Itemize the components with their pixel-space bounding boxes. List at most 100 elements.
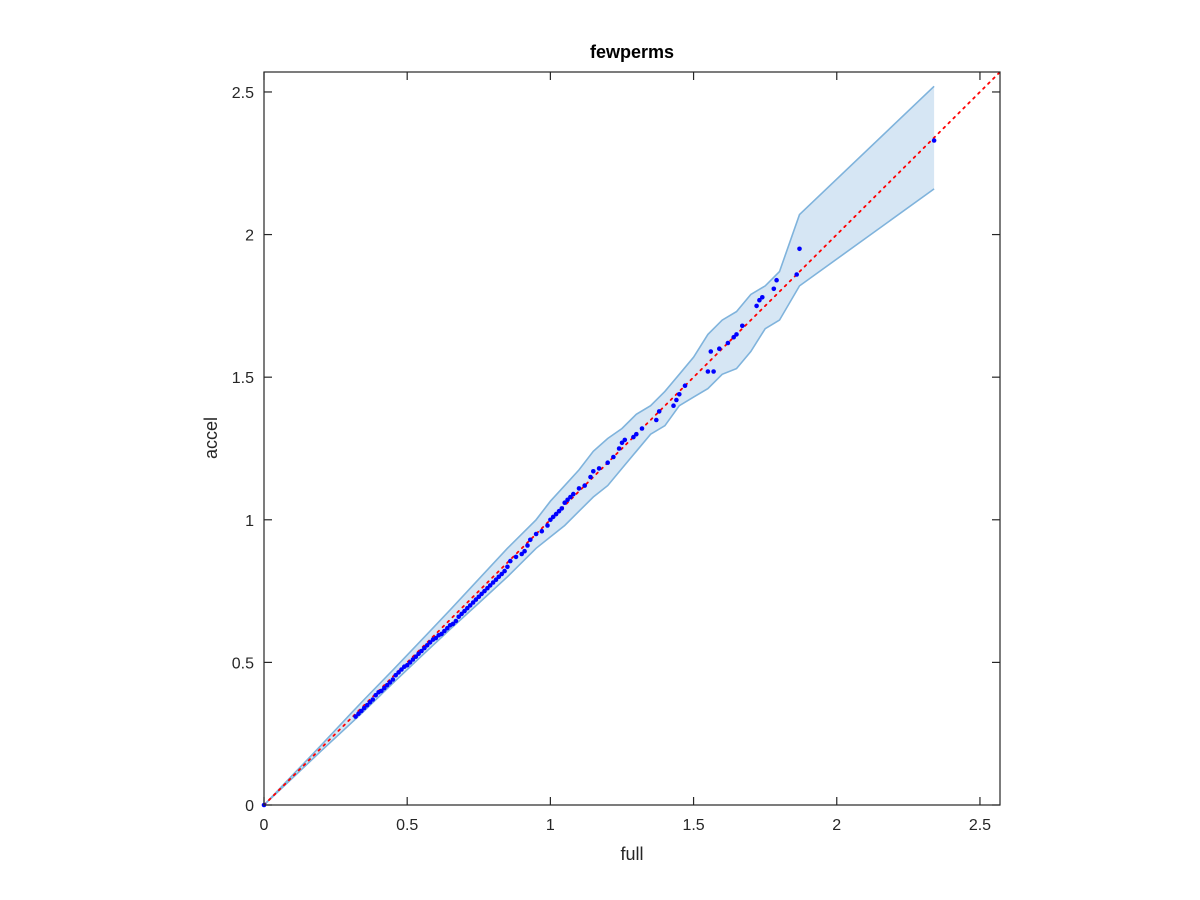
- data-point: [359, 708, 364, 714]
- data-point: [605, 460, 610, 466]
- data-point: [622, 437, 628, 443]
- data-point: [445, 625, 450, 631]
- y-tick-label: 0: [245, 798, 254, 815]
- data-point: [525, 543, 530, 548]
- data-point: [616, 446, 622, 451]
- y-tick-label: 2.5: [232, 85, 254, 102]
- data-point: [794, 272, 799, 277]
- data-point: [576, 486, 582, 491]
- data-point: [708, 349, 714, 354]
- data-point: [654, 417, 659, 423]
- data-point: [479, 591, 484, 597]
- x-tick-label: 2.5: [969, 817, 991, 834]
- data-point: [717, 346, 722, 352]
- data-point: [519, 551, 524, 557]
- data-point: [639, 426, 645, 431]
- data-point: [731, 334, 736, 340]
- data-point: [565, 497, 570, 503]
- data-point: [548, 517, 553, 523]
- data-point: [931, 138, 937, 143]
- data-point: [373, 692, 379, 698]
- data-point: [502, 568, 507, 574]
- data-point: [482, 588, 487, 594]
- data-point: [453, 618, 459, 624]
- data-point: [513, 554, 519, 560]
- data-point: [656, 409, 662, 414]
- data-point: [505, 564, 510, 570]
- data-point: [370, 697, 376, 702]
- data-point: [367, 700, 373, 705]
- data-point: [456, 614, 462, 620]
- data-point: [393, 672, 399, 678]
- x-tick-label: 2: [832, 817, 841, 834]
- x-tick-label: 0.5: [396, 817, 418, 834]
- data-point: [467, 603, 473, 608]
- data-point: [757, 297, 762, 303]
- data-point: [725, 340, 731, 346]
- data-point: [379, 688, 384, 694]
- data-point: [353, 714, 358, 719]
- data-point: [682, 383, 688, 389]
- data-point: [416, 651, 421, 657]
- data-point: [528, 537, 533, 543]
- data-point: [462, 608, 467, 614]
- data-point: [671, 403, 676, 409]
- data-point: [473, 597, 479, 602]
- data-point: [545, 523, 550, 528]
- data-point: [705, 369, 711, 374]
- data-point: [364, 702, 370, 708]
- data-point: [496, 574, 502, 580]
- data-point: [413, 654, 419, 659]
- data-point: [582, 483, 587, 488]
- data-point: [450, 621, 456, 627]
- confidence-band-upper-edge: [263, 85, 935, 806]
- y-tick-label: 1.5: [232, 370, 254, 387]
- data-point: [459, 611, 464, 617]
- data-points-layer: [261, 138, 937, 808]
- data-point: [754, 303, 759, 309]
- plot-area: [261, 71, 1001, 808]
- data-point: [631, 434, 636, 440]
- data-point: [439, 631, 444, 637]
- data-point: [361, 705, 367, 711]
- data-point: [556, 508, 562, 514]
- data-point: [760, 295, 765, 300]
- data-point: [410, 657, 416, 662]
- data-point: [404, 662, 410, 668]
- data-point: [588, 474, 593, 480]
- data-point: [490, 580, 496, 585]
- data-point: [797, 246, 802, 252]
- data-point: [550, 514, 556, 520]
- confidence-band-layer: [263, 85, 935, 806]
- data-point: [485, 585, 490, 591]
- x-axis-title: full: [620, 844, 643, 864]
- data-point: [387, 680, 393, 685]
- x-ticks: 0 0.5 1 1.5 2 2.5: [260, 72, 991, 834]
- data-point: [419, 648, 424, 654]
- data-point: [427, 640, 433, 645]
- chart-title: fewperms: [590, 42, 674, 62]
- y-tick-label: 1: [245, 513, 254, 530]
- data-point: [553, 511, 559, 517]
- data-point: [522, 548, 527, 554]
- data-point: [470, 600, 476, 605]
- data-point: [399, 667, 404, 672]
- x-tick-label: 0: [260, 817, 269, 834]
- x-tick-label: 1.5: [682, 817, 704, 834]
- data-point: [634, 431, 639, 437]
- data-point: [424, 643, 430, 648]
- y-tick-label: 2: [245, 228, 254, 245]
- data-point: [596, 466, 602, 471]
- data-point: [559, 506, 565, 511]
- data-point: [619, 440, 625, 446]
- data-point: [771, 286, 777, 292]
- data-point: [539, 528, 545, 534]
- data-point: [677, 392, 682, 397]
- data-point: [571, 491, 576, 497]
- data-point: [476, 594, 482, 600]
- data-point: [433, 635, 439, 641]
- data-point: [356, 711, 361, 716]
- data-point: [734, 332, 739, 337]
- y-axis-title: accel: [201, 417, 221, 459]
